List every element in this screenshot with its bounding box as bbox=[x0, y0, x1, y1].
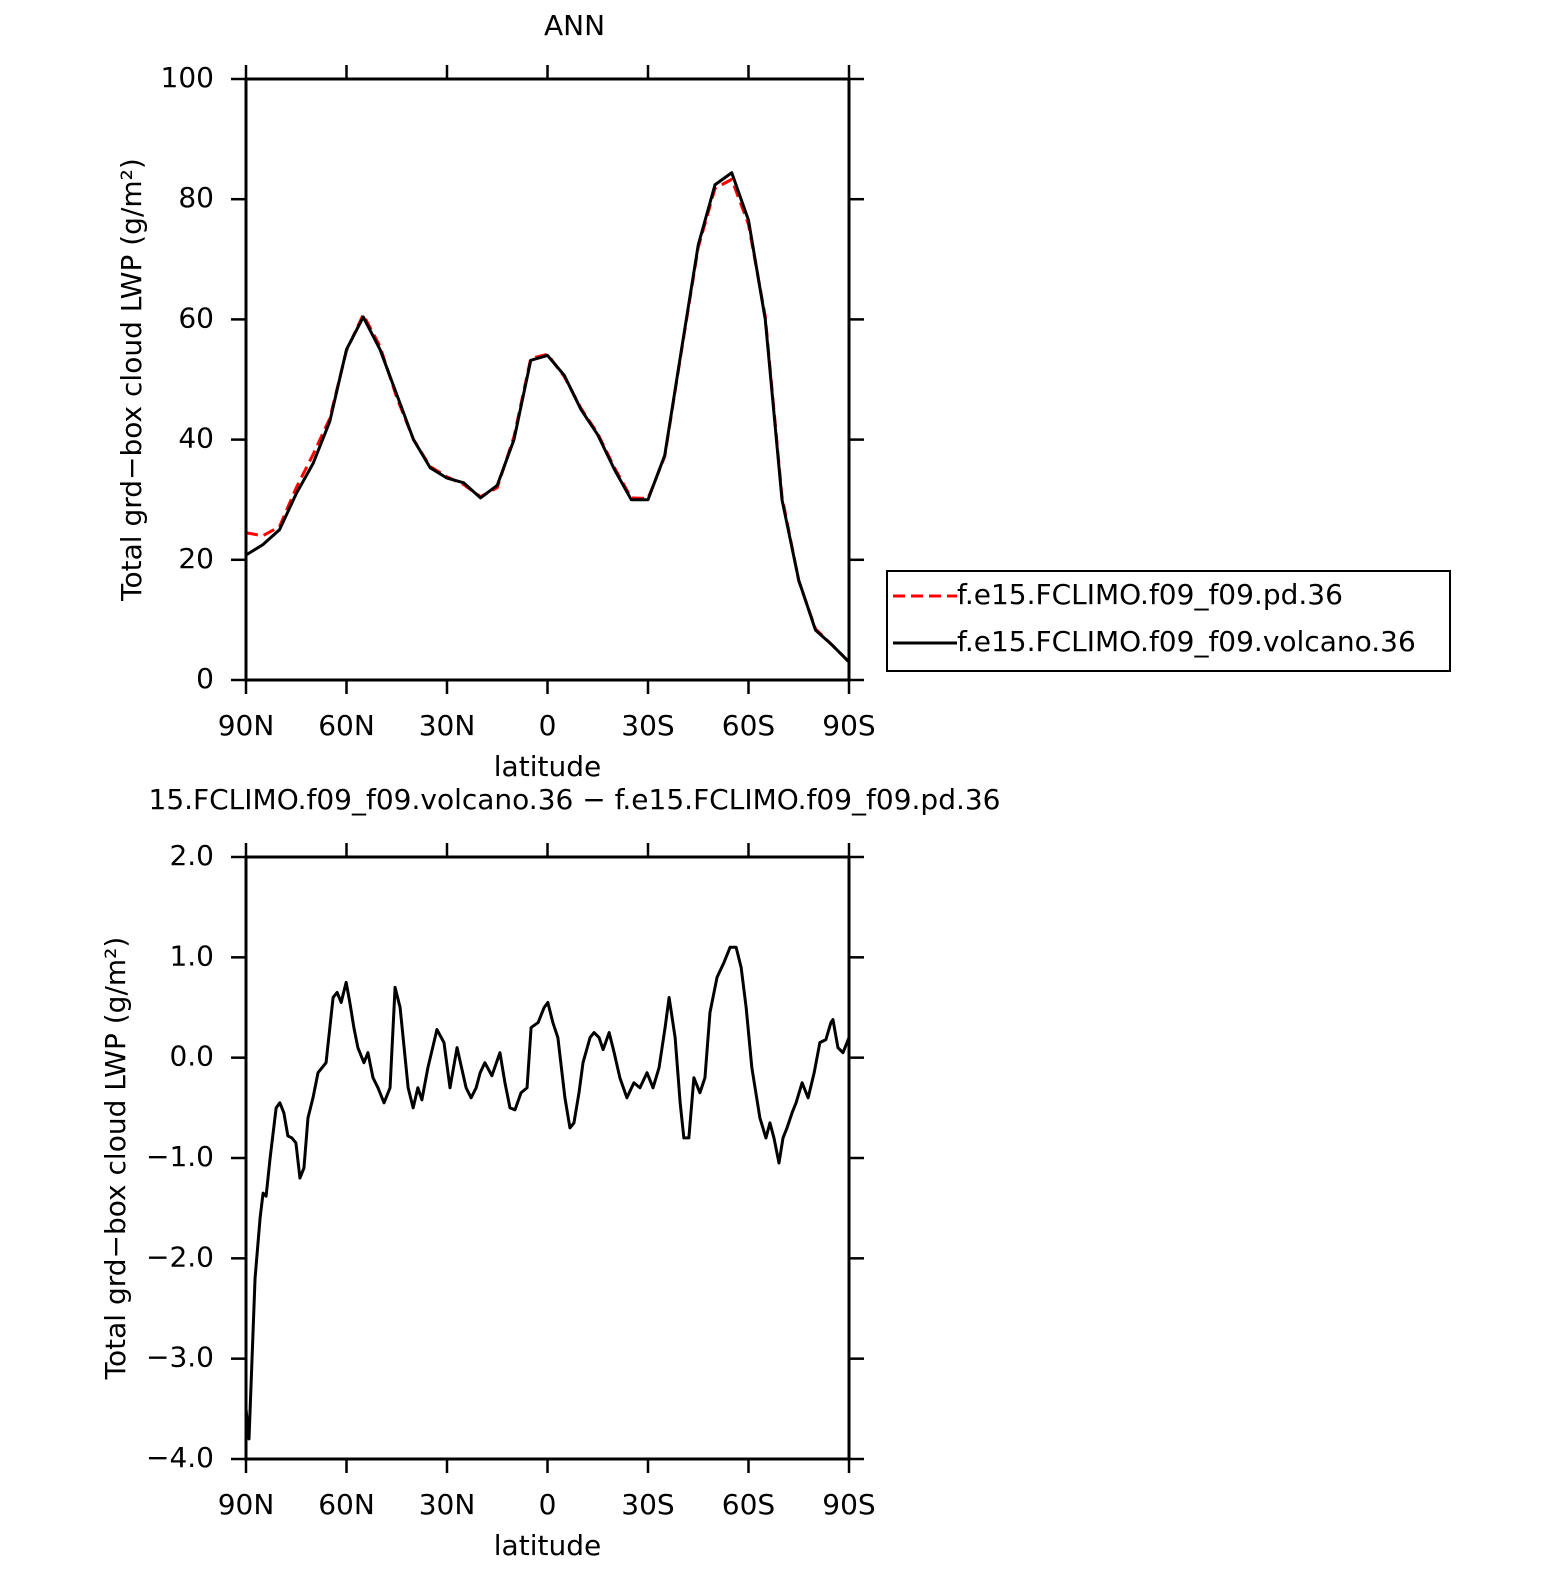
y-tick-label: −2.0 bbox=[146, 1240, 214, 1273]
x-tick-label: 30S bbox=[621, 1488, 674, 1521]
y-tick-label: 20 bbox=[178, 542, 214, 575]
chart-title: 15.FCLIMO.f09_f09.volcano.36 − f.e15.FCL… bbox=[149, 783, 1001, 816]
y-tick-label: 1.0 bbox=[169, 939, 214, 972]
data-line bbox=[244, 945, 851, 1441]
x-tick-label: 90N bbox=[218, 709, 275, 742]
x-tick-label: 0 bbox=[539, 1488, 557, 1521]
x-tick-label: 0 bbox=[539, 709, 557, 742]
y-tick-label: −1.0 bbox=[146, 1140, 214, 1173]
legend-label: f.e15.FCLIMO.f09_f09.volcano.36 bbox=[957, 625, 1416, 658]
y-tick-label: −3.0 bbox=[146, 1341, 214, 1374]
y-axis-label: Total grd−box cloud LWP (g/m²) bbox=[99, 937, 132, 1381]
y-tick-label: −4.0 bbox=[146, 1441, 214, 1474]
x-tick-label: 90N bbox=[218, 1488, 275, 1521]
y-tick-label: 0 bbox=[196, 662, 214, 695]
y-tick-label: 60 bbox=[178, 301, 214, 334]
x-tick-label: 60S bbox=[722, 1488, 775, 1521]
y-tick-label: 80 bbox=[178, 181, 214, 214]
x-tick-label: 30S bbox=[621, 709, 674, 742]
x-axis-label: latitude bbox=[494, 750, 601, 783]
x-axis-label: latitude bbox=[494, 1529, 601, 1562]
x-tick-label: 60N bbox=[318, 709, 375, 742]
data-line bbox=[245, 171, 851, 664]
x-tick-label: 90S bbox=[822, 1488, 875, 1521]
y-axis-label: Total grd−box cloud LWP (g/m²) bbox=[115, 158, 148, 602]
x-tick-label: 30N bbox=[419, 709, 476, 742]
plot-frame bbox=[244, 855, 851, 1461]
x-tick-label: 30N bbox=[419, 1488, 476, 1521]
data-line bbox=[245, 177, 851, 664]
legend-label: f.e15.FCLIMO.f09_f09.pd.36 bbox=[957, 578, 1343, 611]
y-tick-label: 100 bbox=[161, 61, 214, 94]
y-tick-label: 2.0 bbox=[169, 839, 214, 872]
legend-box bbox=[886, 570, 1451, 672]
x-tick-label: 60N bbox=[318, 1488, 375, 1521]
x-tick-label: 90S bbox=[822, 709, 875, 742]
y-tick-label: 40 bbox=[178, 422, 214, 455]
x-tick-label: 60S bbox=[722, 709, 775, 742]
y-tick-label: 0.0 bbox=[169, 1040, 214, 1073]
chart-title: ANN bbox=[544, 9, 605, 42]
plot-frame bbox=[244, 77, 851, 682]
